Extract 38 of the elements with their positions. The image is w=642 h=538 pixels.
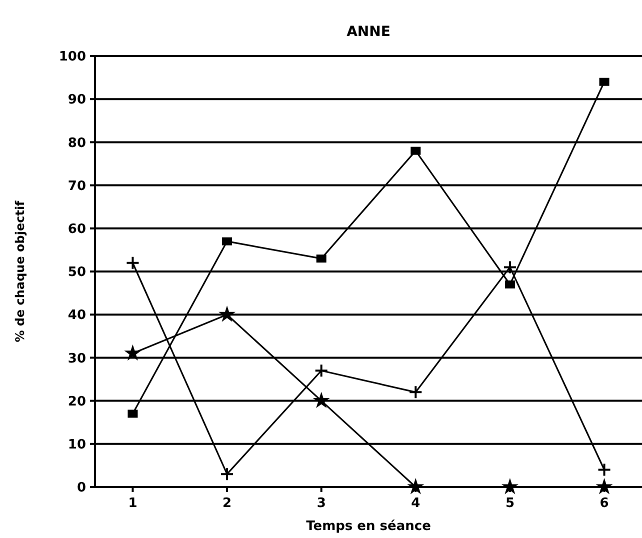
x-tick-label: 6 [600,496,609,511]
point [599,78,610,86]
y-tick-label: 10 [68,437,86,452]
y-tick-label: 90 [68,92,86,108]
point [220,467,234,482]
chart-title: ANNE [346,24,390,40]
x-tick-label: 4 [411,496,420,511]
x-tick-label: 3 [316,496,326,511]
y-tick-label: 0 [76,480,86,496]
point [218,306,236,322]
y-tick-label: 100 [58,50,86,65]
y-tick-label: 50 [68,265,86,280]
point [596,478,613,494]
x-tick-label: 5 [505,496,514,511]
point [316,254,326,263]
point [312,392,330,408]
point [124,344,142,361]
y-axis-title: % de chaque objectif [13,200,27,342]
x-tick-label: 2 [222,496,232,511]
point [128,410,138,418]
y-tick-label: 70 [68,178,86,194]
x-axis-title: Temps en séance [306,519,432,534]
point [501,478,518,494]
point [222,237,232,246]
x-tick-label: 1 [128,496,138,511]
y-tick-label: 30 [68,351,86,366]
point [407,478,424,494]
point [408,385,423,400]
y-tick-label: 40 [68,308,86,324]
point [126,256,140,270]
point [502,260,517,274]
point [597,462,612,477]
point [314,364,328,378]
point [410,146,421,155]
y-tick-label: 20 [68,394,86,410]
y-tick-label: 60 [68,222,86,237]
point [504,280,515,288]
y-tick-label: 80 [68,136,86,151]
